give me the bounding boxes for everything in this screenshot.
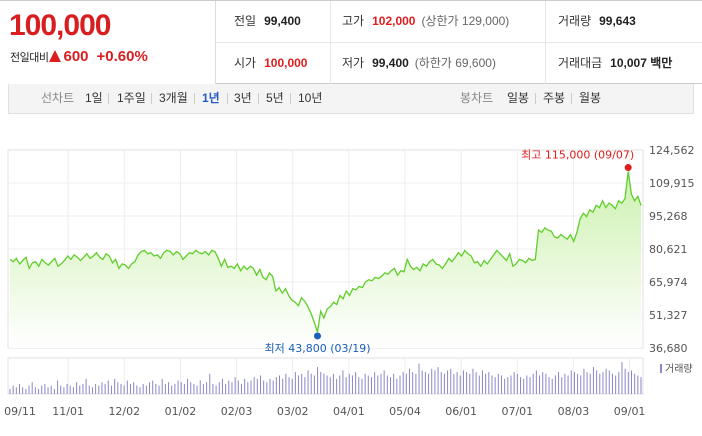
high-marker xyxy=(624,164,632,172)
open-stat: 시가 100,000 xyxy=(234,43,307,84)
open-value: 100,000 xyxy=(264,56,308,70)
price-line xyxy=(9,171,642,333)
low-stat: 저가 99,400 (하한가 69,600) xyxy=(342,43,496,84)
stats-row-1: 전일 99,400 고가 102,000 (상한가 129,000) 거래량 99,64… xyxy=(216,1,702,43)
high-value: 102,000 xyxy=(372,14,416,28)
x-tick-label: 04/01 xyxy=(333,405,365,418)
volume-label: 거래량 xyxy=(558,14,592,28)
x-tick-label: 01/02 xyxy=(165,405,197,418)
trade-value-value: 10,007 백만 xyxy=(610,56,673,70)
tab-divider xyxy=(108,93,109,104)
x-tick-label: 02/03 xyxy=(221,405,253,418)
open-label: 시가 xyxy=(234,56,257,70)
prev-close-label: 전일 xyxy=(234,14,257,28)
price-chart: 124,562 109,915 95,268 80,621 65,974 51,327 36… xyxy=(4,144,695,418)
x-tick-label: 12/02 xyxy=(108,405,140,418)
tab-divider xyxy=(290,93,291,104)
stats-row-2: 시가 100,000 저가 99,400 (하한가 69,600) 거래대금 10,00… xyxy=(216,43,702,85)
quote-stats: 전일 99,400 고가 102,000 (상한가 129,000) 거래량 99,64… xyxy=(216,1,702,85)
x-tick-label: 07/01 xyxy=(501,405,533,418)
y-tick-label: 80,621 xyxy=(649,243,688,256)
y-tick-label: 95,268 xyxy=(649,210,688,223)
high-annotation: 최고 115,000 (09/07) xyxy=(521,149,634,162)
current-price: 100,000 xyxy=(9,9,111,42)
tab-1w[interactable]: 1주일 xyxy=(117,91,146,105)
y-tick-label: 109,915 xyxy=(649,177,695,190)
high-stat: 고가 102,000 (상한가 129,000) xyxy=(342,1,509,42)
tab-divider xyxy=(227,93,228,104)
up-triangle-icon xyxy=(49,50,62,62)
y-tick-label: 124,562 xyxy=(649,144,695,157)
low-annotation: 최저 43,800 (03/19) xyxy=(264,342,370,355)
tab-3y[interactable]: 3년 xyxy=(234,91,252,105)
tab-divider xyxy=(571,93,572,104)
prev-close-stat: 전일 99,400 xyxy=(234,1,301,42)
x-tick-label: 08/03 xyxy=(558,405,590,418)
change-percent: +0.60% xyxy=(96,48,148,65)
tab-1y[interactable]: 1년 xyxy=(202,91,220,105)
change-amount: 600 xyxy=(63,48,89,65)
x-tick-label: 03/02 xyxy=(277,405,309,418)
y-tick-label: 65,974 xyxy=(649,276,688,289)
low-value: 99,400 xyxy=(372,56,409,70)
x-tick-label: 05/04 xyxy=(389,405,421,418)
tab-3m[interactable]: 3개월 xyxy=(159,91,188,105)
change-label: 전일대비 xyxy=(10,52,49,64)
volume-stat: 거래량 99,643 xyxy=(558,1,636,42)
upper-limit: (상한가 129,000) xyxy=(421,14,510,28)
y-tick-label: 36,680 xyxy=(649,342,688,355)
x-tick-label: 09/01 xyxy=(614,405,646,418)
chart-period-tabs: 선차트 1일 1주일 3개월 1년 3년 5년 10년 봉차트 일봉 주봉 월봉 xyxy=(8,84,694,114)
tab-divider xyxy=(535,93,536,104)
tab-weekly[interactable]: 주봉 xyxy=(543,91,566,105)
trade-value-stat: 거래대금 10,007 백만 xyxy=(558,43,672,84)
tab-monthly[interactable]: 월봉 xyxy=(579,91,602,105)
x-tick-label: 09/11 xyxy=(4,405,36,418)
candle-chart-title: 봉차트 xyxy=(460,91,494,105)
price-change: 전일대비 600 +0.60% xyxy=(10,48,148,65)
quote-header: 100,000 전일대비 600 +0.60% 전일 99,400 고가 102,000… xyxy=(0,0,702,85)
prev-close-value: 99,400 xyxy=(264,14,301,28)
y-tick-label: 51,327 xyxy=(649,309,688,322)
tab-10y[interactable]: 10년 xyxy=(298,91,323,105)
trade-value-label: 거래대금 xyxy=(558,56,603,70)
lower-limit: (하한가 69,600) xyxy=(414,56,496,70)
x-tick-label: 06/01 xyxy=(445,405,477,418)
line-chart-title: 선차트 xyxy=(41,91,75,105)
high-label: 고가 xyxy=(342,14,365,28)
divider xyxy=(330,1,331,85)
volume-frame xyxy=(7,357,644,395)
tab-1d[interactable]: 1일 xyxy=(85,91,103,105)
tab-5y[interactable]: 5년 xyxy=(266,91,284,105)
volume-legend-swatch xyxy=(660,364,662,373)
low-label: 저가 xyxy=(342,56,365,70)
tab-daily[interactable]: 일봉 xyxy=(507,91,530,105)
divider xyxy=(545,1,546,85)
x-tick-label: 11/01 xyxy=(52,405,84,418)
tab-divider xyxy=(151,93,152,104)
current-price-box: 100,000 전일대비 600 +0.60% xyxy=(0,1,216,85)
tab-divider xyxy=(194,93,195,104)
low-marker xyxy=(313,332,321,340)
tab-divider xyxy=(258,93,259,104)
volume-value: 99,643 xyxy=(599,14,636,28)
price-area xyxy=(10,171,641,348)
volume-legend-label: 거래량 xyxy=(665,363,693,375)
